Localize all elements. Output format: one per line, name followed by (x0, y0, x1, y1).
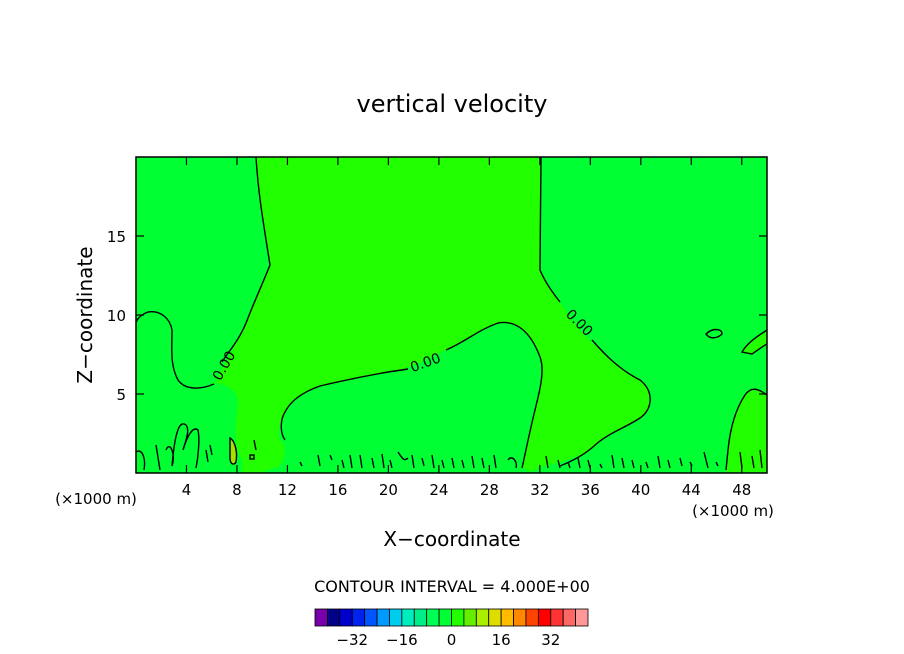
colorbar-swatch (327, 608, 341, 627)
x-tick-label: 24 (429, 481, 448, 499)
y-axis-label: Z−coordinate (73, 246, 97, 383)
y-tick-label: 15 (107, 228, 126, 246)
x-tick-label: 32 (530, 481, 549, 499)
x-tick-label: 12 (278, 481, 297, 499)
contour-surface (135, 423, 763, 471)
contour-right-upper (539, 156, 561, 303)
contour-left-lower (135, 311, 215, 389)
colorbar-swatch (413, 608, 428, 627)
colorbar-ticks: −32 −16 0 16 32 (336, 631, 560, 649)
x-unit-left: (×1000 m) (55, 490, 137, 508)
x-tick-label: 40 (631, 481, 650, 499)
y-tick-label: 5 (116, 386, 126, 404)
colorbar-tick-label: −16 (386, 631, 418, 649)
contour-right-edge-small (740, 329, 768, 355)
x-axis: 4 8 12 16 20 24 28 32 36 40 44 48 (182, 157, 751, 499)
x-unit-right: (×1000 m) (692, 502, 774, 520)
colorbar (314, 608, 589, 627)
x-tick-label: 28 (480, 481, 499, 499)
colorbar-swatch (537, 608, 552, 627)
colorbar-swatch (500, 608, 514, 627)
colorbar-swatch (438, 608, 452, 627)
colorbar-swatch (525, 608, 539, 627)
colorbar-tick-label: 0 (447, 631, 457, 649)
y-axis: 5 10 15 (107, 228, 767, 404)
chart-title: vertical velocity (357, 90, 548, 118)
colorbar-swatch (376, 608, 390, 627)
contour-interval-label: CONTOUR INTERVAL = 4.000E+00 (314, 577, 590, 596)
x-tick-label: 44 (682, 481, 701, 499)
contour-middle-2 (445, 321, 543, 469)
colorbar-swatch (339, 608, 353, 627)
colorbar-swatch (575, 608, 589, 627)
colorbar-swatch (550, 608, 564, 627)
colorbar-swatch (364, 608, 378, 627)
colorbar-tick-label: 16 (492, 631, 511, 649)
contour-right-lower (559, 339, 651, 467)
y-tick-label: 10 (107, 307, 126, 325)
contour-ridge (229, 436, 238, 465)
colorbar-swatch (463, 608, 477, 627)
contour-lines (135, 156, 768, 471)
contour-middle (280, 368, 409, 441)
contour-right-edge (725, 388, 768, 471)
x-axis-label: X−coordinate (383, 527, 520, 551)
x-tick-label: 48 (732, 481, 751, 499)
positive-region-right-small (742, 330, 767, 354)
x-tick-label: 16 (328, 481, 347, 499)
colorbar-swatch (314, 608, 328, 627)
contour-small-blob (705, 328, 723, 339)
contour-left-upper (221, 156, 271, 363)
colorbar-swatch (351, 608, 366, 627)
colorbar-swatch (513, 608, 527, 627)
colorbar-tick-label: 32 (541, 631, 560, 649)
x-tick-label: 36 (581, 481, 600, 499)
colorbar-swatch (426, 608, 440, 627)
contour-box (249, 454, 255, 460)
colorbar-swatch (401, 608, 415, 627)
colorbar-swatch (451, 608, 465, 627)
plot-area: 0.00 0.00 0.00 (135, 156, 768, 474)
colorbar-swatch (389, 608, 403, 627)
x-tick-label: 20 (379, 481, 398, 499)
colorbar-tick-label: −32 (336, 631, 368, 649)
colorbar-swatch (488, 608, 502, 627)
positive-region-upper (215, 157, 651, 472)
colorbar-swatch (475, 608, 490, 627)
x-tick-label: 8 (232, 481, 242, 499)
colorbar-swatch (562, 608, 576, 627)
x-tick-label: 4 (182, 481, 192, 499)
positive-region-right (726, 389, 767, 472)
